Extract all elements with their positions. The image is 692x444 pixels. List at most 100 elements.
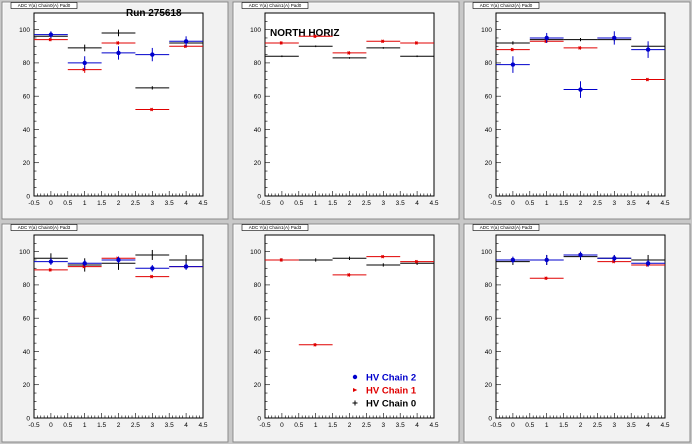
y-tick-label: 80 bbox=[254, 282, 262, 289]
plot-title: ADC Y(a) Chain1(A) Pad0 bbox=[249, 3, 302, 8]
pad-1: ADC Y(a) Chain0(A) Pad0-0.5 0 0.5 1 1.5 2 2.5 3… bbox=[1, 1, 229, 220]
y-tick-label: 0 bbox=[26, 415, 30, 422]
data-point-chain1-marker bbox=[347, 273, 352, 277]
x-tick-label: 2.5 bbox=[131, 200, 140, 207]
series-chain0 bbox=[265, 45, 434, 59]
data-point-chain2-marker bbox=[116, 50, 121, 56]
data-point-chain2-marker bbox=[645, 47, 651, 52]
x-tick-label: 2.5 bbox=[131, 422, 140, 429]
x-tick-label: 3 bbox=[150, 422, 154, 429]
data-point-chain1-marker bbox=[150, 274, 155, 279]
x-tick-label: 3 bbox=[150, 200, 154, 207]
y-tick-label: 20 bbox=[23, 160, 31, 167]
x-tick-label: 0 bbox=[49, 200, 53, 207]
x-tick-label: 0.5 bbox=[63, 200, 72, 207]
data-point-chain1-marker bbox=[279, 258, 285, 262]
y-tick-label: 20 bbox=[254, 160, 262, 167]
data-point-chain2-marker bbox=[578, 87, 583, 92]
x-tick-label: 2.5 bbox=[362, 200, 371, 207]
x-tick-label: 4.5 bbox=[660, 200, 669, 207]
y-tick-label: 40 bbox=[254, 349, 262, 356]
y-tick-label: 0 bbox=[257, 415, 261, 422]
plot-title-box bbox=[472, 224, 540, 231]
x-tick-label: 2.5 bbox=[362, 422, 371, 429]
x-tick-label: 0.5 bbox=[63, 422, 72, 429]
x-tick-label: 1.5 bbox=[328, 200, 337, 207]
data-point-chain1-marker bbox=[415, 259, 420, 264]
x-tick-label: 1 bbox=[545, 200, 549, 207]
y-tick-label: 100 bbox=[19, 27, 30, 34]
x-tick-label: -0.5 bbox=[259, 422, 271, 429]
y-tick-label: 40 bbox=[23, 349, 31, 356]
pad-3: ADC Y(a) Chain2(A) Pad0-0.5 0 0.5 1 1.5 2 2.5 3… bbox=[463, 1, 691, 220]
plot-annotation: NORTH HORIZ bbox=[270, 28, 339, 39]
x-tick-label: 0.5 bbox=[294, 200, 303, 207]
x-tick-label: 0 bbox=[49, 422, 53, 429]
plot-title: ADC Y(a) Chain1(A) Pad3 bbox=[249, 225, 302, 230]
data-point-chain1-marker bbox=[48, 268, 54, 272]
legend-label-chain2: HV Chain 2 bbox=[366, 372, 416, 383]
x-tick-label: 1 bbox=[314, 200, 318, 207]
legend-label-chain1: HV Chain 1 bbox=[366, 385, 417, 396]
x-tick-label: -0.5 bbox=[490, 200, 502, 207]
x-tick-label: 4.5 bbox=[198, 422, 207, 429]
y-tick-label: 100 bbox=[481, 27, 492, 34]
y-tick-label: 80 bbox=[485, 282, 493, 289]
series-chain1 bbox=[265, 34, 434, 55]
x-tick-label: 2 bbox=[348, 200, 352, 207]
plot-annotation: Run 275618 bbox=[126, 8, 182, 19]
y-tick-label: 80 bbox=[254, 60, 262, 67]
x-tick-label: 1.5 bbox=[97, 422, 106, 429]
x-tick-label: 4 bbox=[184, 200, 188, 207]
data-point-chain1-marker bbox=[150, 107, 155, 112]
x-tick-label: 4.5 bbox=[660, 422, 669, 429]
x-tick-label: 2.5 bbox=[593, 422, 602, 429]
x-tick-label: 4 bbox=[646, 422, 650, 429]
data-point-chain2-marker bbox=[183, 39, 189, 44]
y-tick-label: 60 bbox=[254, 93, 262, 100]
legend: HV Chain 2 HV Chain 1 HV Chain 0 bbox=[352, 372, 417, 409]
x-tick-label: 4.5 bbox=[429, 200, 438, 207]
series-chain2 bbox=[496, 31, 665, 98]
pad-6: ADC Y(a) Chain2(A) Pad3-0.5 0 0.5 1 1.5 2 2.5 3… bbox=[463, 223, 691, 443]
x-tick-label: 0.5 bbox=[525, 200, 534, 207]
plot-title-box bbox=[10, 2, 78, 9]
series-chain1 bbox=[265, 254, 434, 347]
x-tick-label: 3 bbox=[381, 200, 385, 207]
plot-frame bbox=[495, 12, 666, 197]
x-tick-label: 3 bbox=[381, 422, 385, 429]
data-point-chain1-marker bbox=[116, 41, 121, 45]
y-tick-label: 40 bbox=[485, 127, 493, 134]
data-point-chain2-marker bbox=[150, 266, 155, 271]
x-tick-label: 2 bbox=[579, 422, 583, 429]
y-tick-label: 20 bbox=[485, 160, 493, 167]
x-tick-label: 2 bbox=[117, 200, 121, 207]
data-point-chain1-marker bbox=[347, 51, 352, 55]
x-tick-label: 1.5 bbox=[97, 200, 106, 207]
x-tick-label: 1 bbox=[83, 200, 87, 207]
series-chain2 bbox=[34, 256, 203, 272]
series-chain2 bbox=[34, 31, 203, 70]
x-tick-label: -0.5 bbox=[28, 422, 40, 429]
plot-frame bbox=[33, 12, 204, 197]
y-tick-label: 100 bbox=[481, 249, 492, 256]
data-point-chain1-marker bbox=[415, 41, 420, 45]
plot-title-box bbox=[10, 224, 78, 231]
x-tick-label: 3.5 bbox=[396, 200, 405, 207]
data-point-chain1-marker bbox=[510, 47, 516, 52]
y-tick-label: 100 bbox=[250, 27, 261, 34]
data-point-chain2-marker bbox=[544, 35, 549, 41]
data-point-chain1-marker bbox=[646, 77, 651, 82]
data-point-chain2-marker bbox=[612, 35, 617, 41]
x-tick-label: -0.5 bbox=[28, 200, 40, 207]
x-tick-label: 1 bbox=[314, 422, 318, 429]
y-tick-label: 80 bbox=[23, 282, 31, 289]
data-point-chain2-marker bbox=[544, 257, 549, 263]
x-tick-label: 4 bbox=[415, 422, 419, 429]
data-point-chain2-marker bbox=[48, 259, 54, 264]
data-point-chain2-marker bbox=[578, 252, 583, 258]
y-tick-label: 40 bbox=[254, 127, 262, 134]
x-tick-label: 1.5 bbox=[559, 422, 568, 429]
series-chain1 bbox=[496, 36, 665, 82]
